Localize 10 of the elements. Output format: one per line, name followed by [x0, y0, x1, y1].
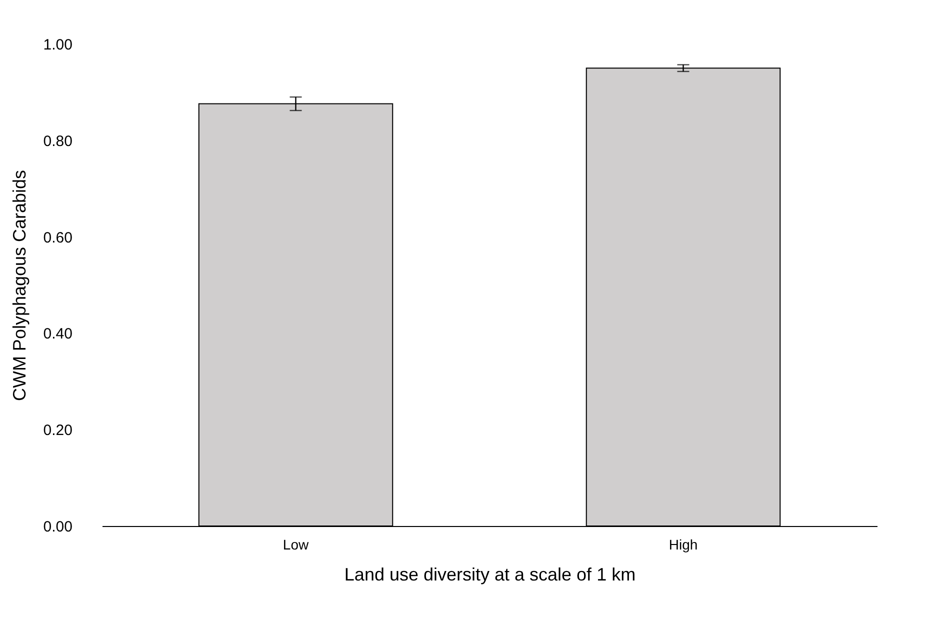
y-tick-label: 0.60 — [43, 229, 72, 246]
y-tick-label: 0.40 — [43, 326, 72, 343]
y-tick-label: 0.00 — [43, 518, 72, 536]
x-tick-label: Low — [282, 536, 310, 552]
y-tick-label: 0.80 — [43, 132, 72, 150]
y-tick-label: 0.20 — [43, 422, 72, 440]
x-axis-title: Land use diversity at a scale of 1 km — [344, 564, 636, 584]
x-tick-label: High — [668, 536, 698, 552]
y-axis-title: CWM Polyphagous Carabids — [9, 170, 30, 402]
y-tick-label: 1.00 — [43, 36, 72, 54]
